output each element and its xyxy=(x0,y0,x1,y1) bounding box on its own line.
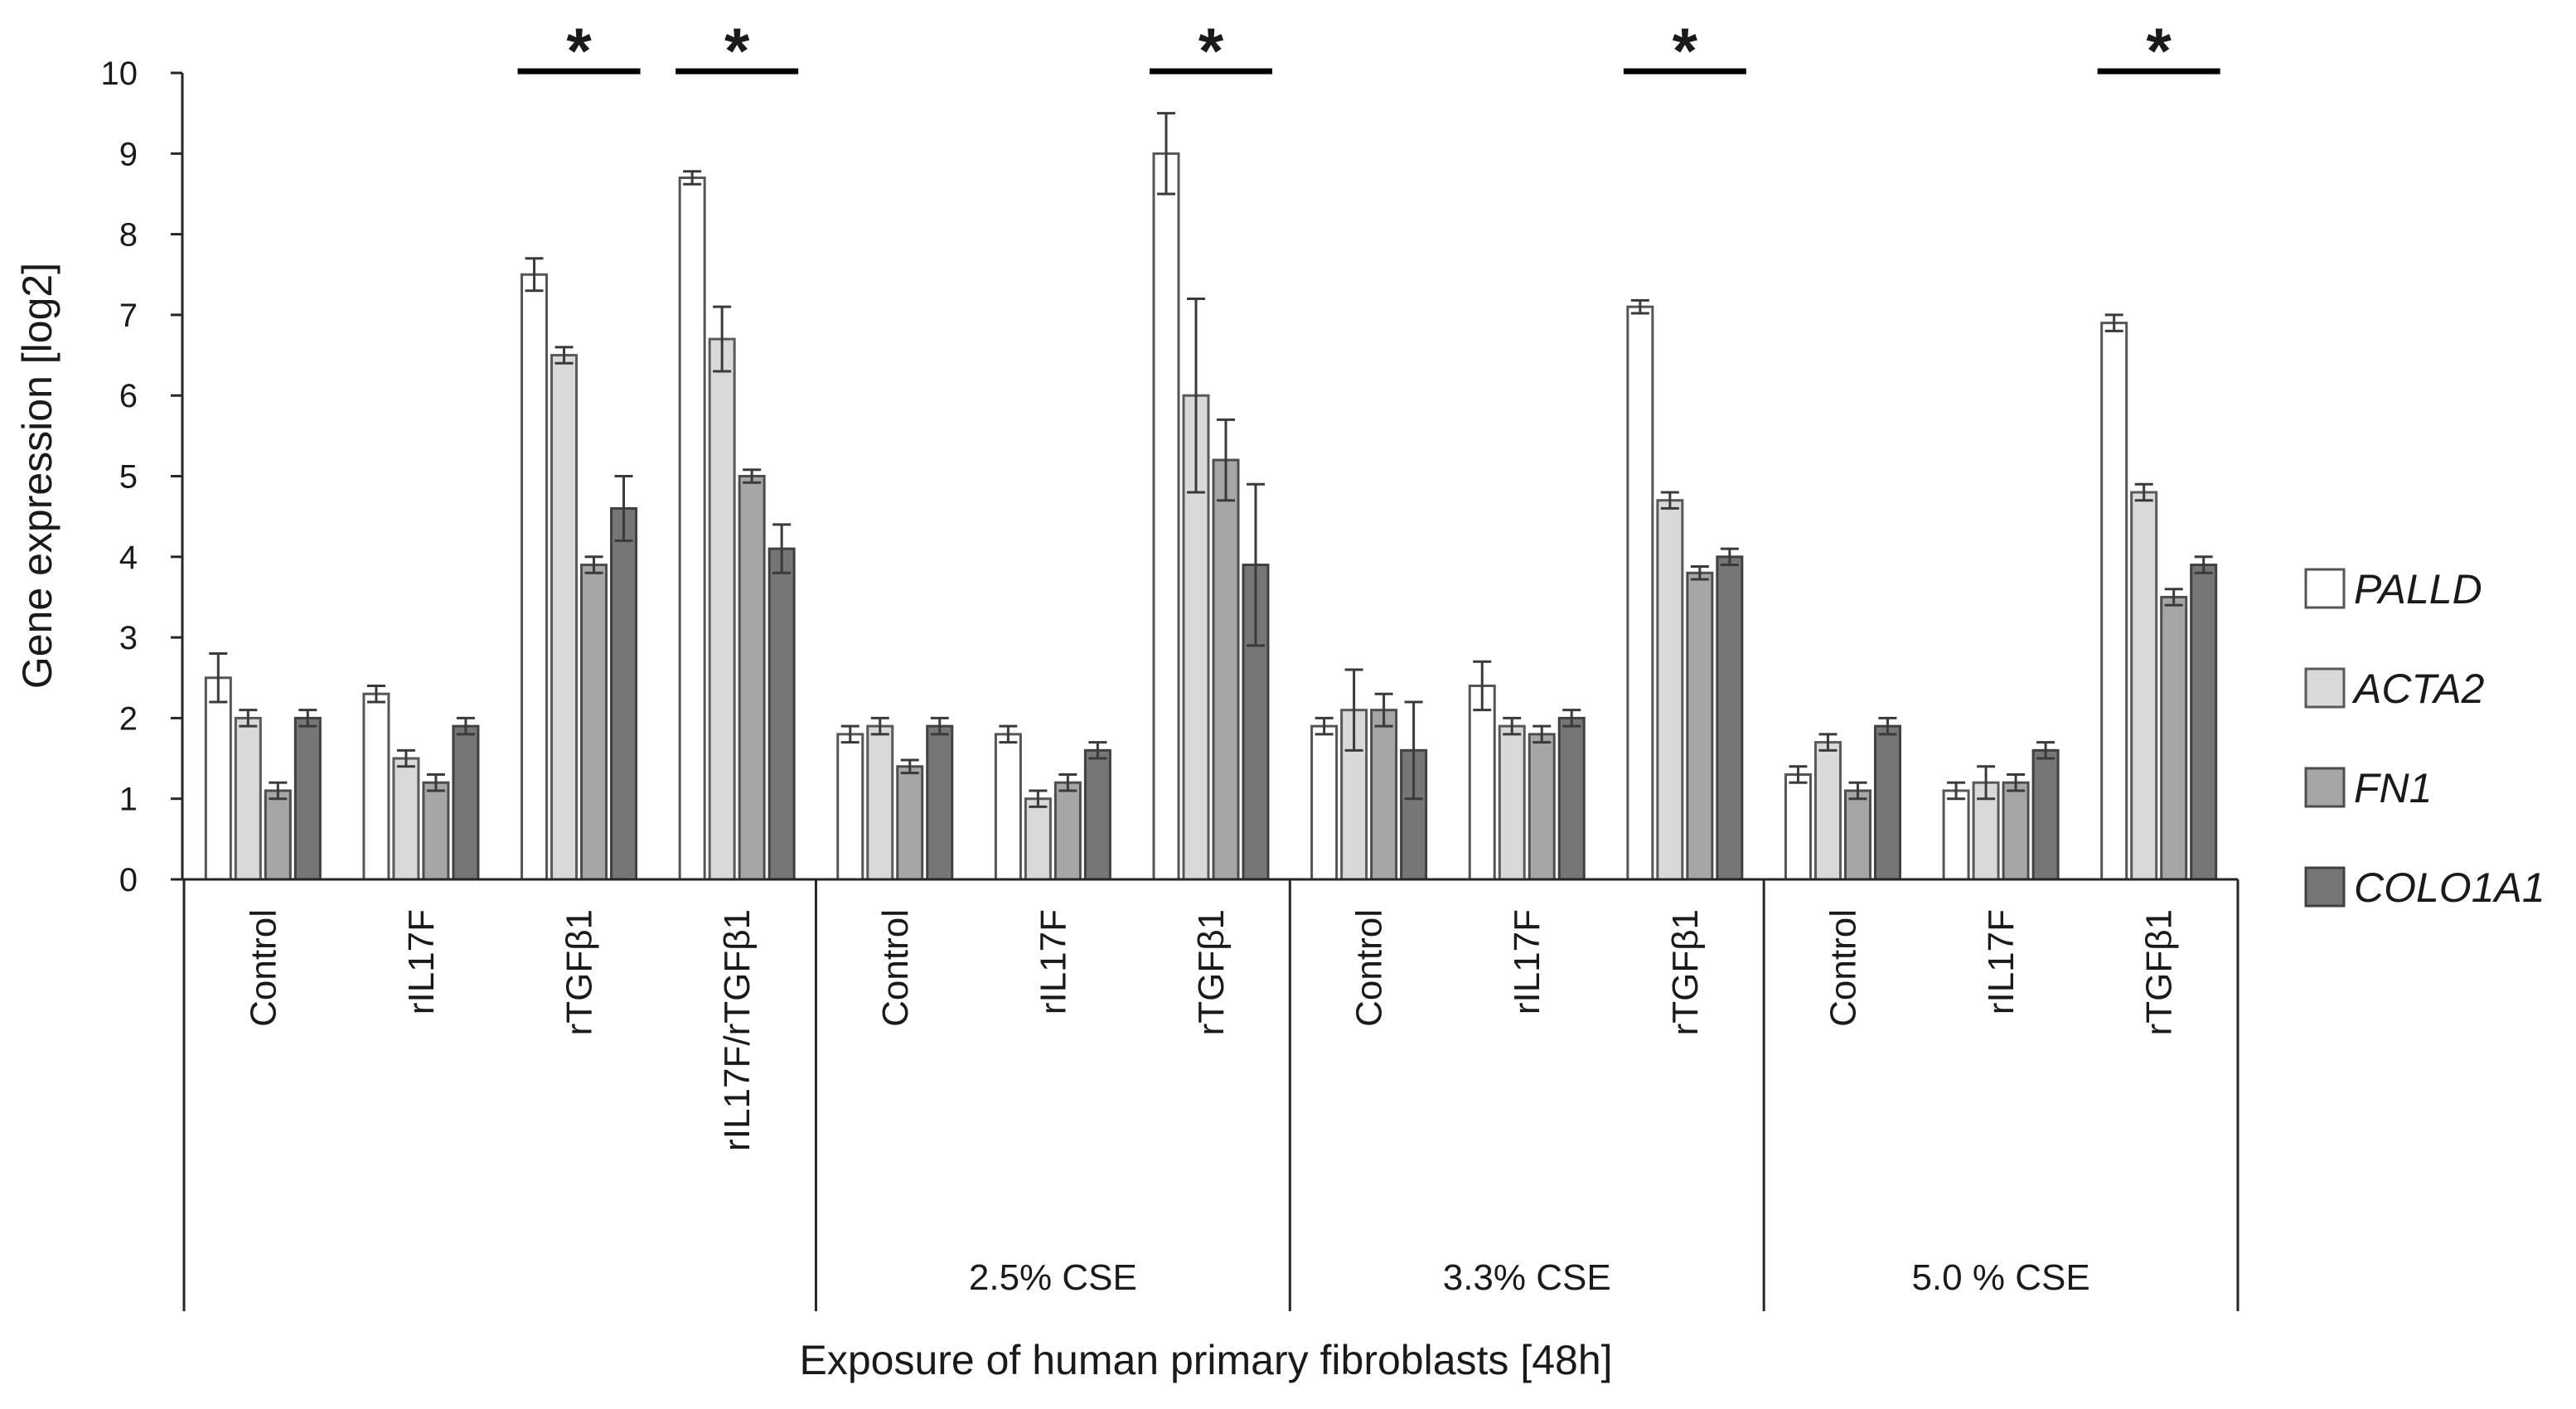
bar xyxy=(293,716,322,881)
y-tick-label: 4 xyxy=(119,540,138,576)
bar xyxy=(234,716,262,881)
legend-label: FN1 xyxy=(2354,765,2432,811)
category-label: rIL17F xyxy=(1507,909,1547,1014)
category-label: Control xyxy=(875,909,916,1027)
group-label: 2.5% CSE xyxy=(969,1257,1137,1298)
bar xyxy=(1242,564,1270,881)
bar xyxy=(1942,789,1970,881)
bar xyxy=(994,733,1022,881)
bar xyxy=(1468,684,1496,881)
legend: PALLD ACTA2 FN1 COLO1A1 xyxy=(2304,566,2545,911)
bar xyxy=(452,724,480,881)
y-tick-label: 10 xyxy=(101,56,138,92)
y-tick-label: 8 xyxy=(119,217,138,254)
bar xyxy=(2100,322,2128,881)
bar xyxy=(1843,789,1871,881)
bar xyxy=(2031,748,2060,881)
bar xyxy=(926,724,954,881)
legend-label: COLO1A1 xyxy=(2354,864,2545,911)
y-tick-label: 2 xyxy=(119,700,138,737)
bar xyxy=(1528,733,1556,881)
category-label: rIL17F xyxy=(401,909,442,1014)
bar xyxy=(610,506,638,881)
legend-label: PALLD xyxy=(2354,566,2482,613)
y-tick-label: 1 xyxy=(119,782,138,818)
bar xyxy=(580,564,608,881)
category-label: rTGFβ1 xyxy=(2139,909,2180,1035)
bar xyxy=(708,337,736,881)
bar xyxy=(1024,797,1052,881)
category-label: rTGFβ1 xyxy=(1665,909,1706,1035)
bar xyxy=(2002,781,2030,881)
bar xyxy=(1310,724,1339,881)
category-label: Control xyxy=(243,909,283,1027)
bar xyxy=(738,475,766,881)
bar xyxy=(1873,724,1901,881)
bar xyxy=(1083,748,1111,881)
bar xyxy=(678,176,706,881)
significance-star: * xyxy=(2147,14,2172,87)
legend-swatch xyxy=(2304,568,2346,609)
bar xyxy=(1053,781,1082,881)
bar xyxy=(2160,595,2188,881)
bar xyxy=(1656,499,1684,881)
bar xyxy=(1784,773,1812,881)
category-label: Control xyxy=(1823,909,1863,1027)
bar xyxy=(392,757,420,881)
y-tick-label: 3 xyxy=(119,620,138,656)
bar xyxy=(896,765,924,881)
bar xyxy=(1716,555,1744,881)
bar xyxy=(767,547,796,881)
category-label: rIL17F/rTGFβ1 xyxy=(717,909,758,1151)
y-tick-label: 6 xyxy=(119,378,138,414)
bar xyxy=(2190,564,2218,881)
legend-swatch xyxy=(2304,667,2346,709)
bar xyxy=(1498,724,1526,881)
bar xyxy=(1152,152,1180,881)
bar xyxy=(1557,716,1586,881)
significance-star: * xyxy=(724,14,750,87)
bar xyxy=(264,789,292,881)
significance-star: * xyxy=(566,14,592,87)
bar xyxy=(2130,491,2158,881)
significance-star: * xyxy=(1198,14,1224,87)
legend-swatch xyxy=(2304,767,2346,808)
y-tick-label: 0 xyxy=(119,862,138,898)
y-tick-label: 7 xyxy=(119,298,138,334)
group-label: 3.3% CSE xyxy=(1443,1257,1611,1298)
category-label: rTGFβ1 xyxy=(1191,909,1232,1035)
legend-label: ACTA2 xyxy=(2351,666,2485,712)
group-label: 5.0 % CSE xyxy=(1911,1257,2089,1298)
y-tick-label: 5 xyxy=(119,459,138,496)
significance-star: * xyxy=(1673,14,1698,87)
y-tick-label: 9 xyxy=(119,136,138,172)
bar xyxy=(1370,709,1398,881)
y-axis-title: Gene expression [log2] xyxy=(14,263,61,689)
category-label: Control xyxy=(1349,909,1390,1027)
bar xyxy=(1686,571,1714,881)
bar xyxy=(1813,741,1842,881)
category-label: rIL17F xyxy=(1033,909,1073,1014)
bar xyxy=(362,692,390,881)
bar xyxy=(1212,458,1240,881)
bar xyxy=(204,676,232,881)
bar xyxy=(521,273,549,881)
legend-swatch xyxy=(2304,866,2346,908)
bar xyxy=(1626,305,1654,881)
bar xyxy=(550,354,579,881)
plot-area: 0 1 2 3 4 5 6 7 8 9 10 Control rIL17F rTGFβ1 rIL17F/rT… xyxy=(101,14,2239,1311)
bar xyxy=(866,724,894,881)
category-label: rIL17F xyxy=(1981,909,2022,1014)
bar xyxy=(422,781,450,881)
bar xyxy=(836,733,864,881)
x-axis-title: Exposure of human primary fibroblasts [4… xyxy=(799,1337,1612,1383)
category-label: rTGFβ1 xyxy=(559,909,600,1035)
